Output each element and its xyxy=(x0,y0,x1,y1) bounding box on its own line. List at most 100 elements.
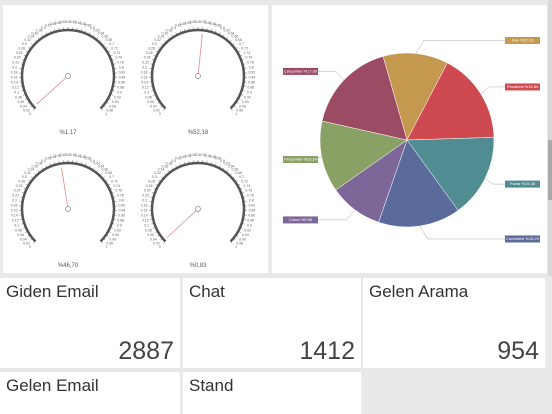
gauge-tick-label: 0.14 xyxy=(141,81,148,85)
gauge-tick xyxy=(21,223,24,225)
gauge-tick-label: 0.58 xyxy=(214,157,221,161)
gauge-tick xyxy=(54,28,56,31)
gauge-tick-label: 0 xyxy=(29,245,31,249)
gauge-tick-label: 0.26 xyxy=(16,184,23,188)
gauge-tick-label: 0.28 xyxy=(18,46,25,50)
gauge-tick-label: 0.66 xyxy=(102,35,109,39)
gauge-tick-label: 0.68 xyxy=(105,171,112,175)
gauge-tick xyxy=(108,183,111,186)
gauge-tick xyxy=(112,223,115,225)
pie-label: Çarşamba %17,06 xyxy=(284,68,318,73)
gauge-tick-label: 0.62 xyxy=(94,161,101,165)
gauge-tick-label: 0.12 xyxy=(142,219,149,223)
gauge-tick-label: 0.82 xyxy=(118,71,125,75)
gauge-tick-label: 0.1 xyxy=(144,224,149,228)
gauge-tick-label: 0.04 xyxy=(20,104,27,108)
card-title: Gelen Email xyxy=(6,376,99,395)
pie-slice xyxy=(378,139,459,228)
kpi-card: Stand xyxy=(183,372,361,414)
gauge-tick-label: 0.06 xyxy=(147,233,154,237)
gauge-tick-label: 0.24 xyxy=(144,189,151,193)
gauge-tick-label: 0.18 xyxy=(11,204,18,208)
gauge-tick-label: 0.94 xyxy=(242,100,249,104)
gauge-tick-label: 0 xyxy=(159,112,161,116)
gauge-tick-label: 0.4 xyxy=(41,26,46,30)
card-value: 954 xyxy=(497,337,539,365)
gauge-tick xyxy=(99,173,102,175)
gauge-tick xyxy=(28,179,31,182)
gauge-tick-label: 0.16 xyxy=(11,209,18,213)
gauge-tick xyxy=(103,176,105,179)
gauge-tick xyxy=(184,28,186,31)
gauge-tick-label: 0.98 xyxy=(236,241,243,245)
gauge-tick-label: 0.72 xyxy=(241,179,248,183)
gauge-tick-label: 1 xyxy=(235,245,237,249)
gauge-tick-label: 0.84 xyxy=(249,76,256,80)
gauge-tick xyxy=(239,98,242,100)
gauge-tick xyxy=(23,54,26,57)
gauge-hub xyxy=(65,206,71,212)
gauge-tick-label: 0.3 xyxy=(152,175,157,179)
gauge-tick-label: 0.48 xyxy=(190,153,197,157)
gauge-tick xyxy=(155,183,158,186)
gauge-tick xyxy=(105,179,108,182)
gauge-tick-label: 0.1 xyxy=(14,91,19,95)
gauge-tick-label: 0.76 xyxy=(245,189,252,193)
gauge-tick-label: 0.9 xyxy=(247,224,252,228)
gauge-tick-label: 0.88 xyxy=(117,86,124,90)
gauge-tick-label: 0.6 xyxy=(90,159,95,163)
gauge-tick-label: 0.86 xyxy=(118,81,125,85)
gauge-tick-label: 0.56 xyxy=(210,155,217,159)
gauge-tick-label: 0.94 xyxy=(242,233,249,237)
gauge-tick xyxy=(109,98,112,100)
gauge-tick xyxy=(92,34,95,37)
gauge-tick-label: 0.6 xyxy=(220,26,225,30)
gauge-tick-label: 0.92 xyxy=(244,228,251,232)
kpi-card: Gelen Email xyxy=(0,372,180,414)
gauge-tick-label: 0.8 xyxy=(249,65,254,69)
gauge-tick-label: 0.76 xyxy=(245,56,252,60)
gauge-tick xyxy=(45,165,47,168)
gauge-tick-label: 0.52 xyxy=(70,20,77,24)
kpi-card: Giden Email 2887 xyxy=(0,278,180,368)
gauge-tick-label: 0.2 xyxy=(12,198,17,202)
scroll-thumb[interactable] xyxy=(548,140,552,200)
gauge-tick xyxy=(27,235,30,237)
gauge-arc xyxy=(150,28,246,110)
gauge-tick-label: 0.18 xyxy=(141,204,148,208)
gauge-tick-label: 0.04 xyxy=(150,104,157,108)
gauge-tick-label: 0.64 xyxy=(228,31,235,35)
gauge-tick-label: 0.46 xyxy=(54,21,61,25)
gauge-tick xyxy=(31,176,33,179)
gauge-tick xyxy=(160,238,162,241)
gauge-tick xyxy=(163,242,165,244)
gauge-hub xyxy=(195,73,201,79)
gauge-tick-label: 0.5 xyxy=(66,20,71,24)
gauge-tick xyxy=(41,167,44,170)
gauge-tick-label: 0.18 xyxy=(141,71,148,75)
gauge-tick-label: 0.5 xyxy=(196,153,201,157)
gauge-tick-label: 0.32 xyxy=(154,38,161,42)
gauge-tick-label: 0.18 xyxy=(11,71,18,75)
gauge-tick-label: 0.64 xyxy=(98,31,105,35)
gauge-tick xyxy=(105,46,108,49)
gauge-tick-label: 0.06 xyxy=(17,233,24,237)
gauge-tick-label: 0.98 xyxy=(106,108,113,112)
gauge-tick-label: 0.88 xyxy=(247,86,254,90)
gauge-tick-label: 0.98 xyxy=(236,108,243,112)
gauge-tick xyxy=(101,242,103,244)
gauge-tick-label: 0.8 xyxy=(249,198,254,202)
gauge-tick xyxy=(23,187,26,190)
gauge-tick xyxy=(179,30,181,33)
pie-label-box xyxy=(505,180,540,188)
gauge-tick xyxy=(34,173,37,175)
gauge-tick-label: 0.46 xyxy=(184,154,191,158)
gauge-tick xyxy=(112,192,115,194)
gauge-tick-label: 0.16 xyxy=(11,76,18,80)
gauge-tick xyxy=(241,94,244,96)
gauge-tick-label: 0.42 xyxy=(45,24,52,28)
gauge-tick-label: 0.04 xyxy=(20,237,27,241)
gauge-tick-label: 0 xyxy=(29,112,31,116)
gauge-tick xyxy=(111,227,114,229)
gauge-tick-label: 0.46 xyxy=(54,154,61,158)
